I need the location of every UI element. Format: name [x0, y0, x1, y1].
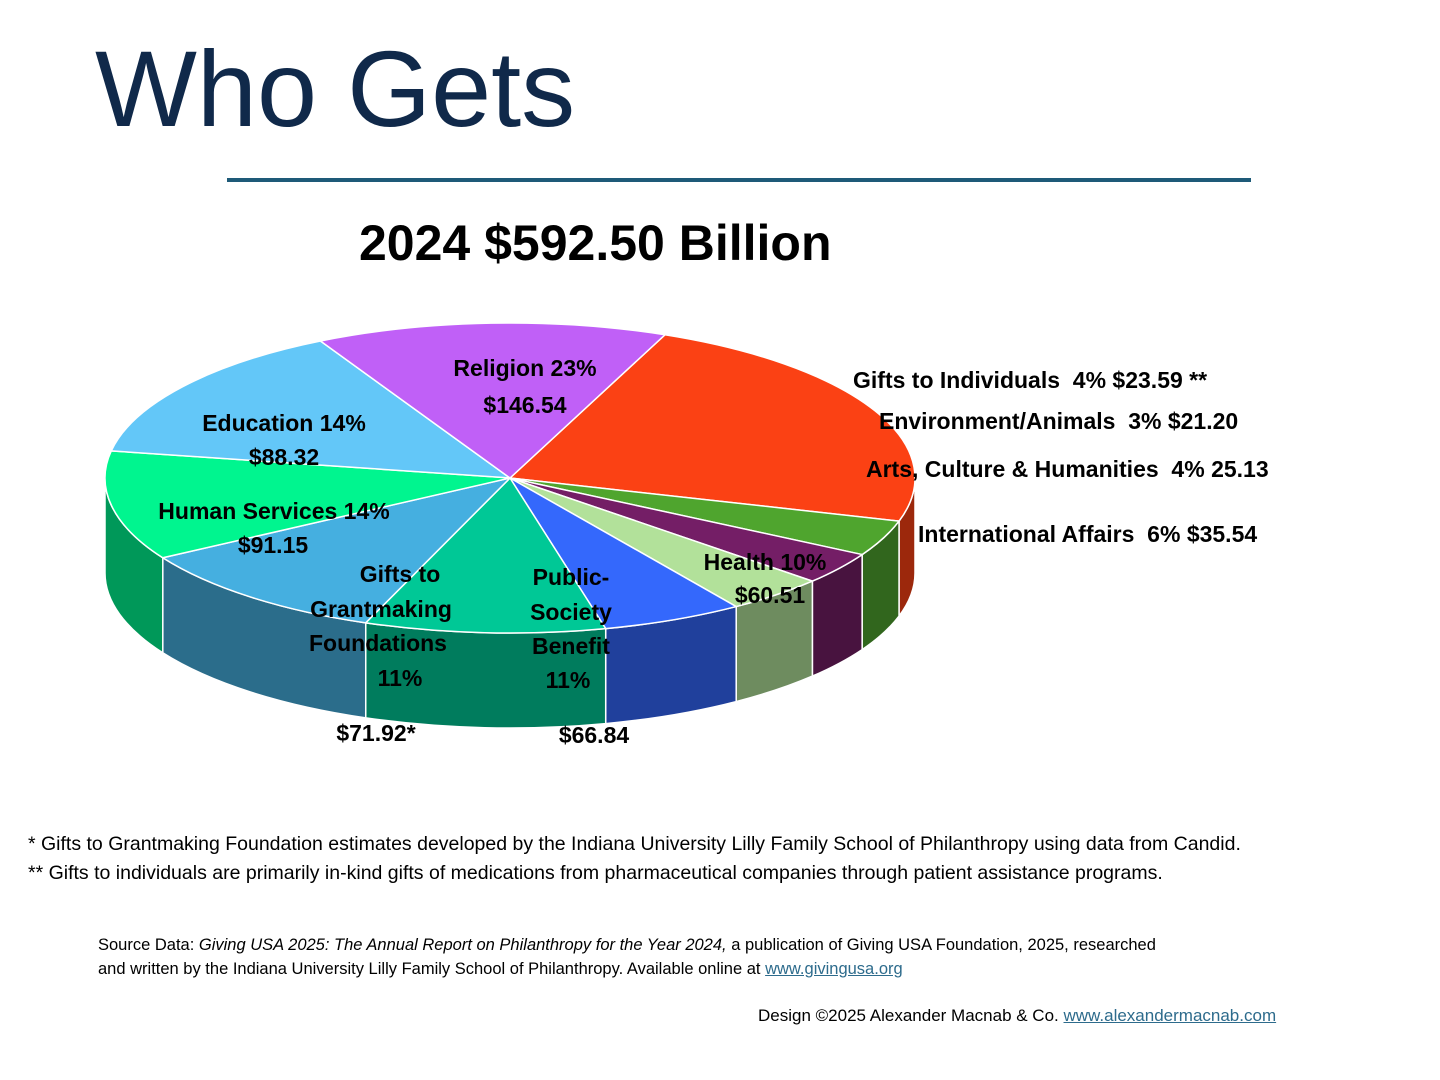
slice-health-label: Health 10% [704, 549, 827, 575]
pie-slice-health [364, 476, 607, 634]
slice-gifts-to-individuals-label: Gifts to Individuals 4% $23.59 ** [853, 367, 1207, 393]
slice-gifts-to-grantmaking-foundations-value: $71.92* [336, 720, 415, 746]
pie-slices [104, 322, 916, 634]
pie-slice-education [318, 322, 667, 479]
slice-public-society-benefit-value: $66.84 [559, 722, 630, 748]
design-credit: Design ©2025 Alexander Macnab & Co. www.… [758, 1006, 1276, 1026]
pie-labels: Religion 23% $146.54 Gifts to Individuals … [158, 355, 1268, 748]
slice-international-affairs-label: International Affairs 6% $35.54 [918, 521, 1257, 547]
chart-title: 2024 $592.50 Billion [359, 215, 832, 271]
source-prefix: Source Data: [98, 936, 199, 954]
slice-public-society-benefit-label-line-4: 11% [546, 667, 591, 693]
slice-environment-animals-label: Environment/Animals 3% $21.20 [879, 408, 1238, 434]
pie-walls [104, 477, 916, 729]
slice-arts-culture-humanities-label: Arts, Culture & Humanities 4% 25.13 [866, 456, 1269, 482]
slice-gifts-to-grantmaking-foundations-label-line-2: Grantmaking [310, 596, 452, 622]
slice-human-services-value: $91.15 [238, 532, 309, 558]
credit-text: Design ©2025 Alexander Macnab & Co. [758, 1006, 1064, 1025]
slice-gifts-to-grantmaking-foundations-label-line-4: 11% [378, 665, 423, 691]
slice-public-society-benefit-label-line-3: Benefit [532, 633, 610, 659]
slice-health-value: $60.51 [735, 582, 806, 608]
alexandermacnab-link[interactable]: www.alexandermacnab.com [1063, 1006, 1277, 1025]
slice-human-services-label: Human Services 14% [158, 498, 389, 524]
source-publication: Giving USA 2025: The Annual Report on Ph… [198, 936, 727, 954]
slice-education-value: $88.32 [249, 444, 319, 470]
slice-religion-value: $146.54 [483, 392, 566, 418]
pie-slice-international-affairs [509, 477, 739, 630]
slice-gifts-to-grantmaking-foundations-label-line-3: Foundations [309, 630, 447, 656]
slice-public-society-benefit-label-line-1: Public- [533, 564, 610, 590]
footnote-1: * Gifts to Grantmaking Foundation estima… [28, 833, 1241, 855]
pie-slice-gifts-to-grantmaking-foundations [104, 450, 511, 559]
slice-education-label: Education 14% [202, 410, 366, 436]
footnote-2: ** Gifts to individuals are primarily in… [28, 862, 1163, 884]
source-rest-line1: a publication of Giving USA Foundation, … [726, 936, 1156, 954]
slice-public-society-benefit-label-line-2: Society [530, 599, 612, 625]
slice-religion-label: Religion 23% [453, 355, 596, 381]
source-note: Source Data: Giving USA 2025: The Annual… [98, 933, 1156, 981]
pie-slice-public-society-benefit [160, 476, 513, 624]
title-divider [227, 178, 1251, 182]
pie-slice-human-services [110, 340, 513, 479]
pie-slice-religion [508, 334, 916, 522]
slice-gifts-to-grantmaking-foundations-label-line-1: Gifts to [360, 561, 441, 587]
givingusa-link[interactable]: www.givingusa.org [765, 960, 903, 978]
page-title: Who Gets [95, 28, 576, 149]
source-line2: and written by the Indiana University Li… [98, 960, 766, 978]
